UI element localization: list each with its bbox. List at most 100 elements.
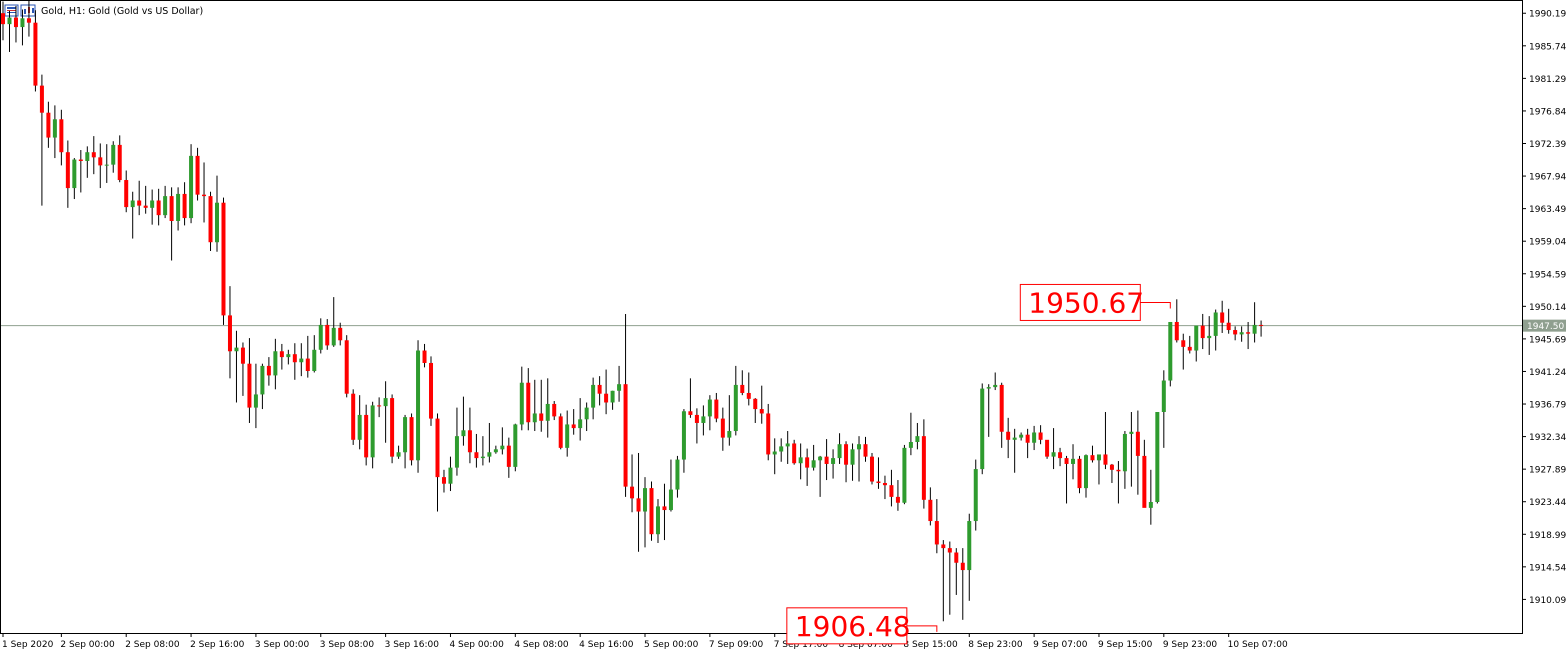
candle-body bbox=[370, 405, 375, 458]
candle-body bbox=[973, 469, 978, 522]
candle bbox=[1051, 428, 1056, 470]
candle bbox=[13, 5, 18, 43]
candle bbox=[1207, 316, 1212, 355]
x-axis: 1 Sep 2020 2 Sep 00:00 2 Sep 08:00 2 Sep 16… bbox=[2, 633, 1288, 650]
candle-body bbox=[1051, 452, 1056, 457]
candle-body bbox=[1220, 312, 1225, 323]
candle bbox=[266, 357, 271, 386]
candle bbox=[1103, 411, 1108, 470]
candle bbox=[429, 356, 434, 426]
x-tick-label: 5 Sep 00:00 bbox=[644, 640, 699, 650]
candle bbox=[617, 365, 622, 402]
candle bbox=[467, 407, 472, 464]
candle-body bbox=[591, 384, 596, 408]
candle bbox=[7, 10, 12, 52]
candle bbox=[1168, 321, 1173, 387]
candle-body bbox=[403, 417, 408, 453]
candle bbox=[1200, 313, 1205, 350]
candle bbox=[98, 143, 103, 189]
candle-body bbox=[273, 351, 278, 376]
candle bbox=[448, 456, 453, 492]
candle bbox=[941, 540, 946, 622]
candle bbox=[591, 377, 596, 420]
candle bbox=[1142, 439, 1147, 508]
candle bbox=[357, 395, 362, 450]
candle bbox=[1233, 326, 1238, 341]
candle bbox=[513, 423, 518, 472]
candle-body bbox=[993, 384, 998, 388]
candle-body bbox=[1, 13, 5, 25]
x-tick-label: 3 Sep 16:00 bbox=[385, 640, 440, 650]
candle-body bbox=[811, 460, 816, 468]
x-tick-label: 4 Sep 16:00 bbox=[579, 640, 634, 650]
candle-body bbox=[902, 447, 907, 503]
candle-body bbox=[26, 18, 31, 23]
candle-body bbox=[772, 451, 777, 455]
candle-body bbox=[390, 398, 395, 457]
candle bbox=[960, 548, 965, 620]
y-tick-label: 1914.54 bbox=[1529, 563, 1566, 573]
candle bbox=[720, 407, 725, 451]
x-tick-label: 2 Sep 08:00 bbox=[125, 640, 180, 650]
candle bbox=[727, 395, 732, 446]
candle-body bbox=[999, 384, 1004, 432]
candle bbox=[604, 369, 609, 415]
y-tick-label: 1959.04 bbox=[1529, 238, 1566, 248]
candle-body bbox=[13, 17, 18, 28]
candle bbox=[260, 363, 265, 410]
candle bbox=[312, 335, 317, 373]
candle bbox=[675, 455, 680, 498]
price-chart-icon[interactable] bbox=[20, 4, 36, 17]
annotation-leader bbox=[906, 625, 938, 632]
candle-body bbox=[163, 196, 168, 216]
candle-body bbox=[720, 418, 725, 438]
x-tick-label: 10 Sep 07:00 bbox=[1228, 640, 1288, 650]
candle bbox=[759, 385, 764, 424]
candle bbox=[986, 384, 991, 437]
candle-body bbox=[785, 443, 790, 447]
candle-body bbox=[195, 155, 200, 195]
candle-body bbox=[1038, 432, 1043, 440]
candle bbox=[390, 394, 395, 464]
candle bbox=[124, 170, 129, 213]
candle bbox=[1116, 461, 1121, 504]
candle-body bbox=[1012, 437, 1017, 440]
candle-body bbox=[869, 456, 874, 482]
candle bbox=[928, 487, 933, 526]
candle-body bbox=[1148, 502, 1153, 508]
candle-body bbox=[78, 159, 83, 161]
candle-body bbox=[176, 193, 181, 222]
candle bbox=[681, 409, 686, 473]
candle-body bbox=[454, 436, 459, 468]
candle-body bbox=[221, 202, 226, 316]
candle-body bbox=[746, 392, 751, 399]
candle-body bbox=[65, 152, 70, 189]
candle bbox=[500, 427, 505, 455]
candle-body bbox=[137, 200, 142, 206]
candle-body bbox=[480, 456, 485, 459]
candle bbox=[545, 378, 550, 438]
candle-body bbox=[59, 119, 64, 153]
candle bbox=[182, 182, 187, 226]
candle-body bbox=[539, 413, 544, 421]
chart-window-icon[interactable] bbox=[4, 4, 19, 17]
header: Gold, H1: Gold (Gold vs US Dollar) bbox=[4, 4, 203, 17]
x-tick-label: 9 Sep 23:00 bbox=[1163, 640, 1218, 650]
candle bbox=[189, 144, 194, 224]
candle-body bbox=[915, 436, 920, 443]
candle bbox=[506, 437, 511, 478]
candle-body bbox=[740, 384, 745, 393]
candle-body bbox=[1129, 431, 1134, 434]
candle bbox=[597, 376, 602, 406]
candle-body bbox=[850, 449, 855, 465]
candle bbox=[91, 136, 96, 175]
candle bbox=[993, 372, 998, 391]
candle-body bbox=[338, 327, 343, 341]
candle bbox=[1064, 455, 1069, 504]
candle-body bbox=[921, 436, 926, 500]
candle-body bbox=[1155, 411, 1160, 503]
y-tick-label: 1972.39 bbox=[1529, 140, 1566, 150]
candle-body bbox=[448, 467, 453, 484]
